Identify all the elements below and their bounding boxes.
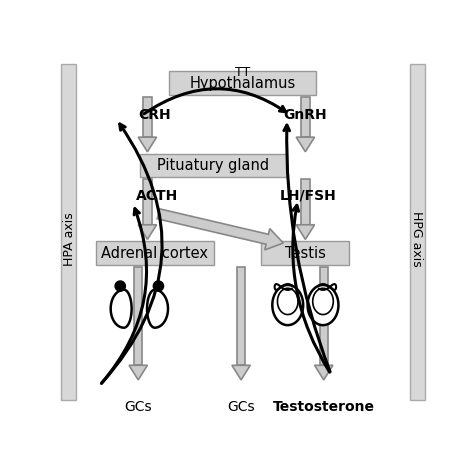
Text: HPA axis: HPA axis xyxy=(63,212,76,266)
Circle shape xyxy=(153,281,164,291)
Polygon shape xyxy=(138,225,156,239)
Text: LH/FSH: LH/FSH xyxy=(280,189,337,202)
FancyBboxPatch shape xyxy=(61,64,76,400)
Text: Hypothalamus: Hypothalamus xyxy=(190,76,296,91)
Polygon shape xyxy=(319,267,328,365)
Polygon shape xyxy=(147,290,168,328)
Text: TT: TT xyxy=(235,66,251,79)
Polygon shape xyxy=(232,365,250,380)
FancyArrow shape xyxy=(157,209,283,250)
Circle shape xyxy=(115,281,125,291)
FancyBboxPatch shape xyxy=(261,241,349,265)
Polygon shape xyxy=(143,97,152,137)
Text: ACTH: ACTH xyxy=(137,189,179,202)
Text: Pituatury gland: Pituatury gland xyxy=(157,158,270,173)
FancyBboxPatch shape xyxy=(410,64,425,400)
FancyBboxPatch shape xyxy=(169,72,316,95)
Polygon shape xyxy=(237,267,245,365)
Polygon shape xyxy=(296,137,315,152)
Polygon shape xyxy=(111,290,132,328)
Polygon shape xyxy=(143,179,152,225)
Text: CRH: CRH xyxy=(138,108,171,122)
Text: HPG axis: HPG axis xyxy=(410,211,423,267)
Text: Testis: Testis xyxy=(285,246,326,261)
Polygon shape xyxy=(134,267,142,365)
Polygon shape xyxy=(129,365,147,380)
Polygon shape xyxy=(273,285,303,325)
Polygon shape xyxy=(301,179,310,225)
FancyBboxPatch shape xyxy=(96,241,213,265)
Text: GCs: GCs xyxy=(227,400,255,414)
Polygon shape xyxy=(296,225,315,239)
Text: Testosterone: Testosterone xyxy=(273,400,375,414)
Polygon shape xyxy=(315,365,333,380)
Polygon shape xyxy=(301,97,310,137)
Polygon shape xyxy=(138,137,156,152)
Text: GCs: GCs xyxy=(124,400,152,414)
Text: Adrenal cortex: Adrenal cortex xyxy=(101,246,208,261)
Polygon shape xyxy=(277,288,298,315)
Polygon shape xyxy=(313,288,333,315)
Text: GnRH: GnRH xyxy=(283,108,327,122)
Polygon shape xyxy=(308,285,338,325)
FancyBboxPatch shape xyxy=(140,154,287,177)
